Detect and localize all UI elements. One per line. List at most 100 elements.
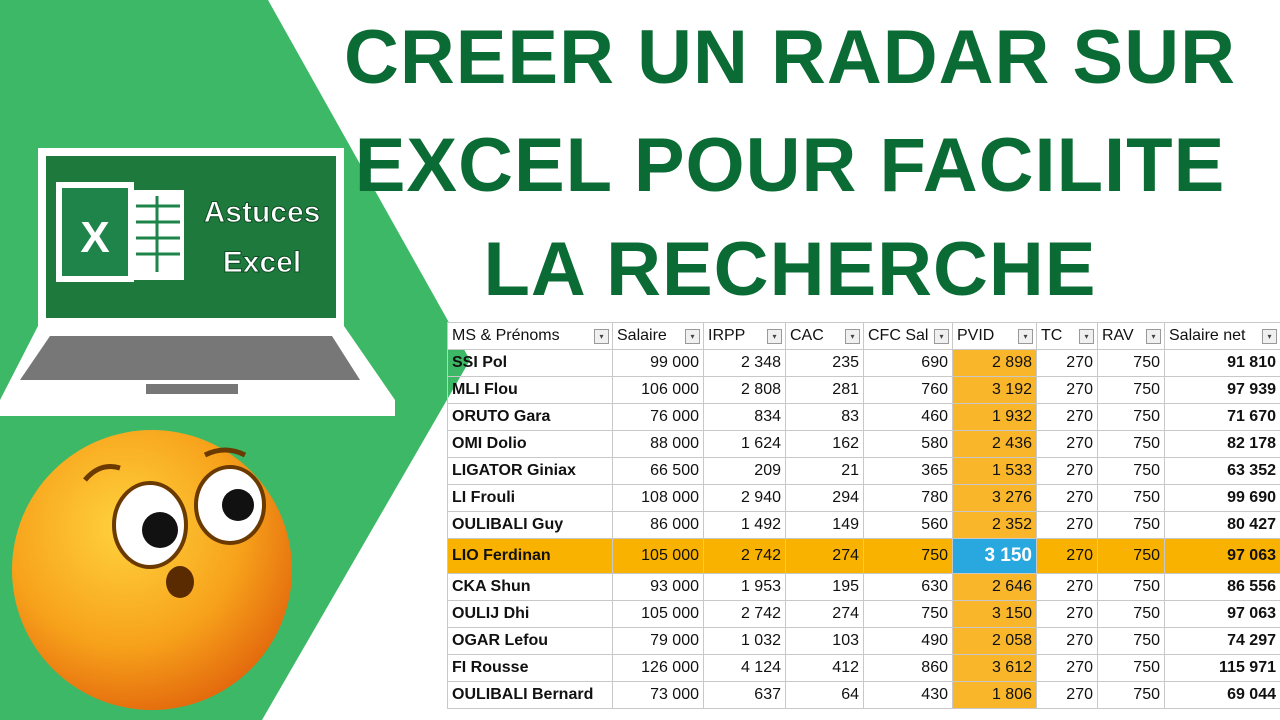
table-row: LI Frouli 108 000 2 940 294 780 3 276 270 750 99…	[447, 484, 1280, 512]
table-cell: 560	[863, 511, 953, 539]
table-cell: LIO Ferdinan	[447, 538, 613, 574]
logo-line: Excel	[223, 246, 301, 279]
table-cell: 97 939	[1164, 376, 1280, 404]
table-cell: 149	[785, 511, 864, 539]
table-cell: 3 192	[952, 376, 1037, 404]
table-cell: 3 150	[952, 600, 1037, 628]
table-cell: 2 808	[703, 376, 786, 404]
table-cell: 760	[863, 376, 953, 404]
table-row: MLI Flou 106 000 2 808 281 760 3 192 270 750 97 …	[447, 376, 1280, 404]
table-cell: 270	[1036, 349, 1098, 377]
column-header: CFC Sal ▾	[863, 322, 953, 350]
table-cell: LIGATOR Giniax	[447, 457, 613, 485]
logo-line: Astuces	[204, 196, 321, 229]
table-cell: 99 000	[612, 349, 704, 377]
table-cell: 270	[1036, 511, 1098, 539]
table-cell: 2 646	[952, 573, 1037, 601]
table-cell: 4 124	[703, 654, 786, 682]
table-cell: 270	[1036, 457, 1098, 485]
table-cell: SSI Pol	[447, 349, 613, 377]
column-header: RAV ▾	[1097, 322, 1165, 350]
table-cell: OMI Dolio	[447, 430, 613, 458]
filter-button[interactable]: ▾	[934, 329, 949, 344]
filter-button[interactable]: ▾	[685, 329, 700, 344]
table-row: LIGATOR Giniax 66 500 209 21 365 1 533 270 750 6…	[447, 457, 1280, 485]
table-cell: 115 971	[1164, 654, 1280, 682]
column-header: MS & Prénoms ▾	[447, 322, 613, 350]
table-cell: CKA Shun	[447, 573, 613, 601]
table-cell: 21	[785, 457, 864, 485]
column-header: PVID ▾	[952, 322, 1037, 350]
table-cell: 73 000	[612, 681, 704, 709]
table-cell: 630	[863, 573, 953, 601]
filter-button[interactable]: ▾	[767, 329, 782, 344]
table-cell: OULIJ Dhi	[447, 600, 613, 628]
table-cell: 412	[785, 654, 864, 682]
table-cell: 235	[785, 349, 864, 377]
filter-button[interactable]: ▾	[1146, 329, 1161, 344]
title-line: EXCEL POUR FACILITE	[354, 123, 1226, 208]
table-cell: ORUTO Gara	[447, 403, 613, 431]
header-text: PVID	[957, 327, 995, 344]
filter-button[interactable]: ▾	[1018, 329, 1033, 344]
table-cell: 97 063	[1164, 538, 1280, 574]
table-cell: 270	[1036, 573, 1098, 601]
table-cell: 270	[1036, 681, 1098, 709]
table-cell: 108 000	[612, 484, 704, 512]
table-cell: 2 742	[703, 600, 786, 628]
column-header: Salaire net ▾	[1164, 322, 1280, 350]
header-text: Salaire net	[1169, 327, 1246, 344]
table-cell: 270	[1036, 627, 1098, 655]
table-cell: 294	[785, 484, 864, 512]
table-cell: 105 000	[612, 600, 704, 628]
title-line: LA RECHERCHE	[483, 227, 1097, 312]
table-cell: 2 352	[952, 511, 1037, 539]
table-cell: 750	[1097, 430, 1165, 458]
table-cell: 270	[1036, 403, 1098, 431]
table-cell: 3 612	[952, 654, 1037, 682]
table-cell: 1 492	[703, 511, 786, 539]
table-cell: 270	[1036, 600, 1098, 628]
table-row: OGAR Lefou 79 000 1 032 103 490 2 058 270 750 74…	[447, 627, 1280, 655]
filter-button[interactable]: ▾	[1079, 329, 1094, 344]
table-cell: 750	[1097, 600, 1165, 628]
table-cell: 834	[703, 403, 786, 431]
table-row: ORUTO Gara 76 000 834 83 460 1 932 270 750 71 67…	[447, 403, 1280, 431]
table-cell: 2 742	[703, 538, 786, 574]
table-cell: FI Rousse	[447, 654, 613, 682]
table-cell: 750	[1097, 376, 1165, 404]
table-cell: 71 670	[1164, 403, 1280, 431]
table-cell: 580	[863, 430, 953, 458]
table-cell: 66 500	[612, 457, 704, 485]
table-cell: 750	[863, 600, 953, 628]
table-cell: OULIBALI Guy	[447, 511, 613, 539]
table-cell: 637	[703, 681, 786, 709]
table-cell: 106 000	[612, 376, 704, 404]
column-header: Salaire ▾	[612, 322, 704, 350]
filter-button[interactable]: ▾	[845, 329, 860, 344]
table-cell: OGAR Lefou	[447, 627, 613, 655]
table-cell: OULIBALI Bernard	[447, 681, 613, 709]
header-text: MS & Prénoms	[452, 327, 560, 344]
title-line: CREER UN RADAR SUR	[343, 15, 1237, 100]
table-cell: 63 352	[1164, 457, 1280, 485]
filter-button[interactable]: ▾	[1262, 329, 1277, 344]
header-text: CAC	[790, 327, 824, 344]
table-row: OULIBALI Guy 86 000 1 492 149 560 2 352 270 750…	[447, 511, 1280, 539]
table-cell: 750	[1097, 349, 1165, 377]
header-text: CFC Sal	[868, 327, 929, 344]
table-cell: 780	[863, 484, 953, 512]
column-header: IRPP ▾	[703, 322, 786, 350]
table-cell: 2 058	[952, 627, 1037, 655]
table-cell: 750	[1097, 457, 1165, 485]
filter-button[interactable]: ▾	[594, 329, 609, 344]
table-cell: 750	[1097, 573, 1165, 601]
table-cell: 270	[1036, 538, 1098, 574]
table-cell: 270	[1036, 654, 1098, 682]
header-row: MS & Prénoms ▾ Salaire ▾ IRPP ▾ CAC ▾ CFC Sal ▾ PV…	[447, 322, 1280, 350]
table-cell: 274	[785, 538, 864, 574]
table-cell: 1 032	[703, 627, 786, 655]
table-cell: 750	[1097, 403, 1165, 431]
table-cell: 99 690	[1164, 484, 1280, 512]
table-cell: 2 898	[952, 349, 1037, 377]
